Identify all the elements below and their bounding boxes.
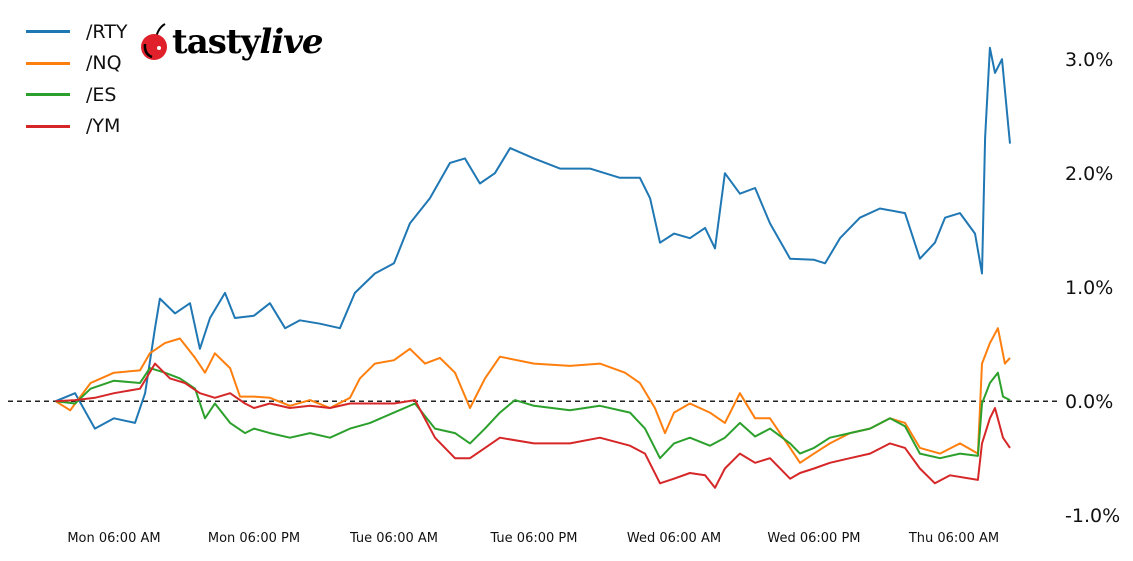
y-tick-label: 1.0% bbox=[1065, 277, 1113, 299]
cherry-icon bbox=[141, 23, 167, 60]
x-tick-label: Tue 06:00 AM bbox=[349, 531, 438, 546]
tastylive-logo: tastylive bbox=[138, 22, 324, 62]
legend-label: /NQ bbox=[86, 52, 122, 75]
series-line-rty bbox=[55, 46, 1011, 430]
x-tick-label: Wed 06:00 AM bbox=[627, 531, 721, 546]
legend-item-rty: /RTY bbox=[26, 16, 127, 48]
legend-item-es: /ES bbox=[26, 79, 127, 111]
legend-item-ym: /YM bbox=[26, 111, 127, 143]
legend-swatch bbox=[26, 30, 70, 34]
y-tick-label: 3.0% bbox=[1065, 49, 1113, 71]
legend-item-nq: /NQ bbox=[26, 48, 127, 80]
x-tick-label: Mon 06:00 AM bbox=[67, 531, 160, 546]
legend: /RTY /NQ /ES /YM bbox=[26, 16, 127, 142]
legend-label: /RTY bbox=[86, 20, 128, 43]
x-tick-label: Thu 06:00 AM bbox=[908, 531, 999, 546]
y-tick-label: 0.0% bbox=[1065, 391, 1113, 413]
legend-swatch bbox=[26, 93, 70, 97]
series-line-ym bbox=[55, 362, 1011, 489]
x-tick-label: Mon 06:00 PM bbox=[208, 531, 300, 546]
x-tick-label: Wed 06:00 PM bbox=[767, 531, 860, 546]
y-tick-label: -1.0% bbox=[1065, 505, 1120, 527]
series-layer bbox=[55, 46, 1011, 489]
y-axis: 3.0% 2.0% 1.0% 0.0% -1.0% bbox=[1065, 49, 1120, 527]
logo-text-tasty: tasty bbox=[172, 22, 260, 62]
logo-text-live: live bbox=[259, 22, 323, 62]
legend-swatch bbox=[26, 61, 70, 65]
y-tick-label: 2.0% bbox=[1065, 163, 1113, 185]
x-axis: Mon 06:00 AM Mon 06:00 PM Tue 06:00 AM Tue … bbox=[67, 531, 999, 546]
legend-label: /ES bbox=[86, 83, 117, 106]
logo-text: tastylive bbox=[172, 22, 324, 62]
legend-label: /YM bbox=[86, 115, 121, 138]
legend-swatch bbox=[26, 124, 70, 128]
series-line-es bbox=[55, 367, 1011, 460]
x-tick-label: Tue 06:00 PM bbox=[489, 531, 577, 546]
